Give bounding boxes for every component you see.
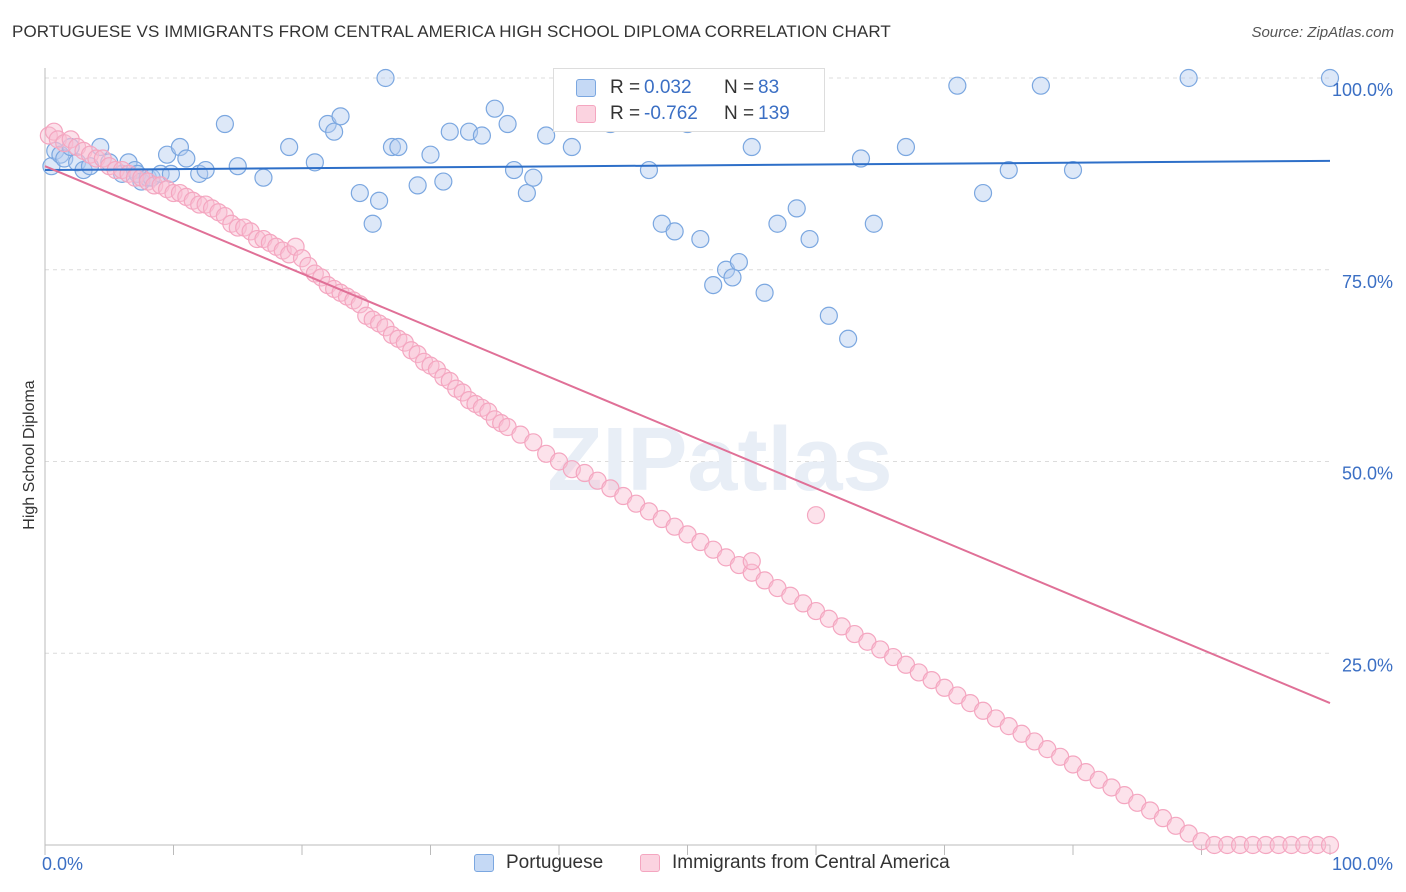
swatch-pink — [640, 854, 660, 872]
y-tick-label: 25.0% — [1342, 655, 1393, 675]
data-point — [973, 183, 993, 203]
y-axis-label: High School Diploma — [21, 380, 38, 530]
data-point — [517, 183, 536, 203]
data-point — [408, 176, 427, 195]
data-point — [1308, 835, 1327, 855]
data-point — [1031, 76, 1050, 95]
data-point — [787, 199, 806, 218]
y-tick-label: 50.0% — [1342, 464, 1393, 484]
data-point — [806, 506, 826, 525]
swatch-pink — [576, 105, 596, 123]
data-point — [1256, 835, 1275, 855]
data-point — [691, 229, 710, 249]
trend-line-central-america — [44, 165, 1331, 705]
data-point — [1218, 835, 1237, 855]
source-label: Source: ZipAtlas.com — [1251, 24, 1394, 41]
data-point — [665, 222, 684, 241]
data-point — [562, 137, 581, 157]
data-point — [896, 137, 916, 157]
trend-line-portuguese — [44, 159, 1331, 172]
stats-legend: R = 0.032 N = 83 R = -0.762 N = 139 — [553, 68, 825, 132]
r-value: 0.032 — [644, 77, 692, 98]
data-point — [768, 214, 787, 233]
data-point — [729, 252, 749, 272]
data-point — [376, 68, 395, 88]
data-point — [485, 99, 504, 118]
data-point — [440, 122, 459, 141]
data-point — [382, 137, 402, 157]
data-point — [851, 149, 871, 168]
data-point — [1063, 160, 1083, 180]
data-point — [1295, 835, 1314, 855]
data-point — [286, 237, 305, 256]
chart-title: PORTUGUESE VS IMMIGRANTS FROM CENTRAL AM… — [12, 22, 891, 41]
data-point — [948, 76, 967, 95]
data-point — [472, 126, 491, 145]
data-point — [280, 137, 299, 157]
data-point — [331, 107, 350, 126]
data-point — [1230, 835, 1250, 855]
y-tick-label: 100.0% — [1332, 80, 1393, 100]
series-central-america-points — [39, 122, 1340, 855]
data-point — [999, 160, 1018, 180]
data-point — [1320, 68, 1340, 88]
data-point — [742, 137, 761, 157]
r-value: -0.762 — [644, 103, 698, 124]
data-point — [215, 114, 234, 134]
data-point — [434, 172, 453, 191]
data-point — [524, 168, 543, 187]
data-point — [800, 229, 819, 249]
data-point — [742, 552, 761, 571]
x-tick-label: 0.0% — [42, 854, 83, 874]
data-point — [1243, 835, 1263, 855]
data-point — [704, 275, 723, 295]
swatch-blue — [474, 854, 494, 872]
data-point — [254, 168, 273, 187]
watermark: ZIPatlas — [547, 410, 892, 510]
data-point — [196, 160, 215, 180]
swatch-blue — [576, 79, 596, 97]
data-point — [389, 137, 408, 157]
data-point — [370, 191, 389, 210]
data-point — [537, 126, 556, 145]
data-point — [1269, 835, 1288, 855]
data-point — [228, 157, 247, 176]
data-point — [170, 137, 190, 157]
data-point — [1205, 835, 1224, 855]
y-tick-label: 75.0% — [1342, 272, 1393, 292]
data-point — [1320, 835, 1340, 855]
data-point — [363, 214, 382, 233]
data-point — [819, 306, 838, 325]
data-point — [305, 153, 324, 172]
data-point — [177, 149, 196, 168]
data-point — [325, 122, 344, 141]
data-point — [839, 329, 858, 348]
axes — [44, 68, 1331, 855]
data-point — [498, 114, 517, 134]
data-point — [639, 160, 659, 180]
n-value: 83 — [758, 77, 780, 98]
data-point — [755, 283, 774, 302]
stats-row-portuguese: R = 0.032 N = 83 — [576, 75, 779, 101]
data-point — [421, 145, 440, 164]
stats-row-central-america: R = -0.762 N = 139 — [576, 101, 790, 127]
data-point — [350, 183, 369, 203]
data-point — [1179, 68, 1198, 88]
data-point — [723, 268, 742, 287]
x-tick-label: 100.0% — [1332, 854, 1393, 874]
data-point — [504, 160, 524, 180]
tick-labels: 25.0% 50.0% 75.0% 100.0% 0.0% 100.0% — [42, 80, 1393, 874]
legend-item-central-america: Immigrants from Central America — [640, 852, 950, 874]
data-point — [1282, 835, 1301, 855]
data-point — [524, 433, 543, 452]
data-point — [864, 214, 883, 233]
legend-item-portuguese: Portuguese — [474, 852, 603, 874]
trend-lines — [44, 159, 1331, 705]
n-value: 139 — [758, 103, 790, 124]
